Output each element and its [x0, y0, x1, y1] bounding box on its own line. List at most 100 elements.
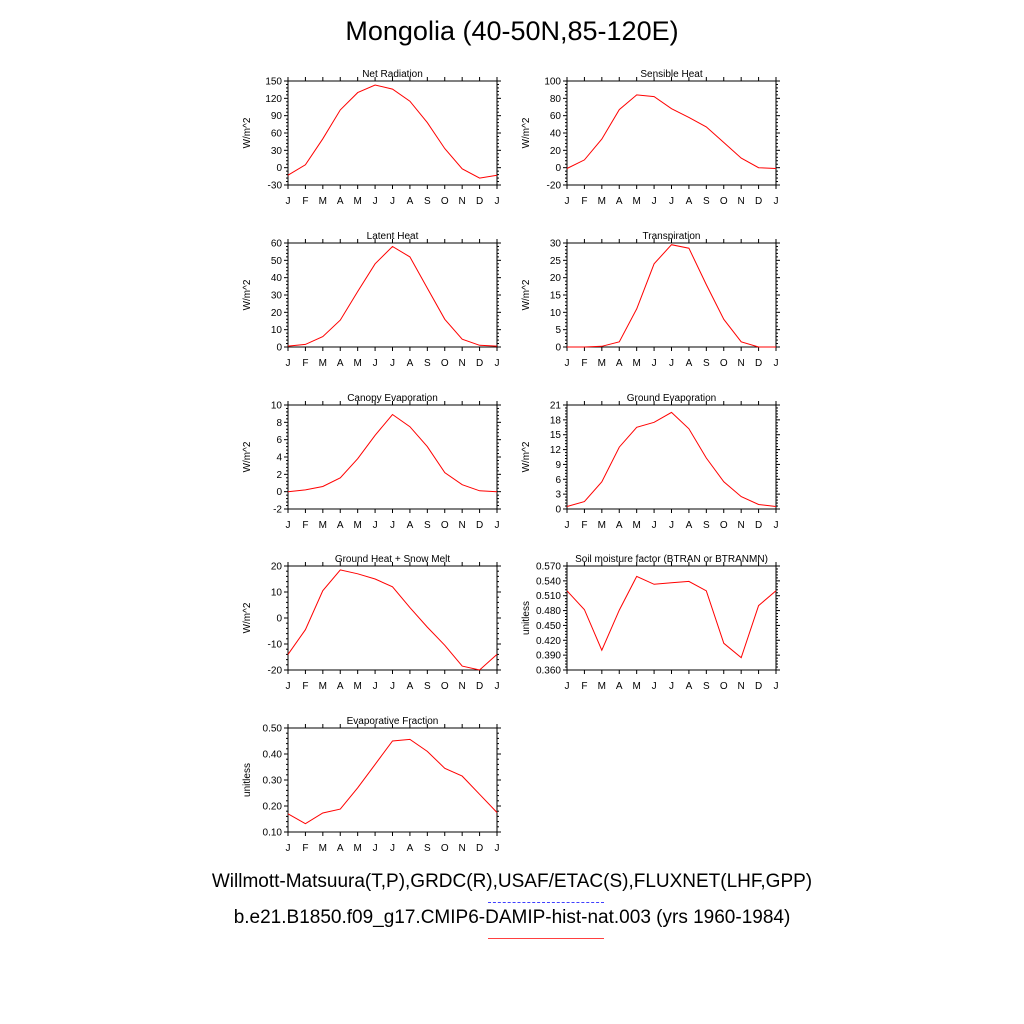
x-tick-label: J [373, 681, 378, 692]
y-tick-label: 30 [271, 291, 283, 302]
x-tick-label: M [319, 681, 327, 692]
x-tick-label: F [302, 520, 308, 531]
x-tick-label: O [441, 196, 449, 207]
x-tick-label: S [703, 358, 710, 369]
x-tick-label: N [738, 196, 745, 207]
x-tick-label: J [669, 196, 674, 207]
series-line [566, 94, 777, 169]
y-axis-label: W/m^2 [521, 279, 532, 310]
panel-title: Latent Heat [367, 231, 419, 242]
x-tick-label: S [703, 681, 710, 692]
x-tick-label: S [424, 358, 431, 369]
x-tick-label: A [407, 843, 414, 854]
x-tick-label: D [476, 358, 483, 369]
y-axis-label: W/m^2 [521, 441, 532, 472]
y-tick-label: 12 [550, 445, 562, 456]
x-tick-label: M [353, 520, 361, 531]
x-tick-label: J [669, 520, 674, 531]
x-tick-label: M [353, 196, 361, 207]
series-line [287, 245, 498, 347]
panel-title: Ground Heat + Snow Melt [335, 554, 451, 565]
x-tick-label: D [476, 681, 483, 692]
x-tick-label: O [441, 520, 449, 531]
x-tick-label: N [738, 681, 745, 692]
x-tick-label: N [459, 196, 466, 207]
x-tick-label: J [652, 196, 657, 207]
x-tick-label: A [337, 358, 344, 369]
x-tick-label: M [319, 843, 327, 854]
y-tick-label: 0.30 [263, 776, 283, 787]
y-tick-label: 0 [555, 163, 561, 174]
x-tick-label: A [407, 520, 414, 531]
y-tick-label: 9 [555, 460, 561, 471]
y-tick-label: 21 [550, 401, 562, 412]
y-tick-label: 6 [555, 475, 561, 486]
y-tick-label: 0 [276, 487, 282, 498]
series-line [287, 84, 498, 179]
x-tick-label: D [755, 520, 762, 531]
y-tick-label: 3 [555, 490, 561, 501]
x-tick-label: A [686, 196, 693, 207]
x-tick-label: J [495, 358, 500, 369]
x-tick-label: A [686, 520, 693, 531]
x-tick-label: S [424, 196, 431, 207]
x-tick-label: O [720, 520, 728, 531]
x-tick-label: F [302, 843, 308, 854]
x-tick-label: M [598, 358, 606, 369]
x-tick-label: J [286, 843, 291, 854]
x-tick-label: A [337, 681, 344, 692]
chart-panel-9: Evaporative Fraction unitless 0.10 0.20 0.30… [242, 716, 501, 854]
y-tick-label: 0.510 [536, 591, 561, 602]
x-tick-label: J [565, 196, 570, 207]
y-tick-label: 4 [276, 453, 282, 464]
x-tick-label: J [774, 358, 779, 369]
x-tick-label: F [581, 196, 587, 207]
plot-frame [287, 80, 498, 186]
x-tick-label: A [616, 358, 623, 369]
y-tick-label: 15 [550, 430, 562, 441]
x-tick-label: D [476, 196, 483, 207]
x-tick-label: M [632, 196, 640, 207]
y-tick-label: 0.540 [536, 576, 561, 587]
x-tick-label: J [390, 681, 395, 692]
x-tick-label: A [616, 196, 623, 207]
y-tick-label: 20 [550, 273, 562, 284]
plot-frame [287, 242, 498, 348]
x-tick-label: D [755, 358, 762, 369]
y-tick-label: -2 [273, 505, 282, 516]
y-tick-label: 50 [271, 256, 283, 267]
y-tick-label: 0.10 [263, 828, 283, 839]
panel-title: Evaporative Fraction [347, 716, 439, 727]
x-tick-label: S [424, 681, 431, 692]
x-tick-label: M [353, 681, 361, 692]
x-tick-label: M [598, 520, 606, 531]
y-tick-label: 0.480 [536, 606, 561, 617]
x-tick-label: J [390, 843, 395, 854]
y-tick-label: 60 [271, 129, 283, 140]
plot-frame [566, 565, 777, 671]
x-tick-label: J [495, 520, 500, 531]
y-tick-label: 30 [550, 239, 562, 250]
x-tick-label: N [459, 358, 466, 369]
y-tick-label: 0.360 [536, 666, 561, 677]
x-tick-label: O [441, 358, 449, 369]
x-tick-label: J [373, 520, 378, 531]
panel-title: Canopy Evaporation [347, 393, 438, 404]
x-tick-label: M [632, 520, 640, 531]
obs-source-line: Willmott-Matsuura(T,P),GRDC(R),USAF/ETAC… [211, 871, 813, 892]
y-axis-label: W/m^2 [242, 117, 253, 148]
x-tick-label: J [774, 681, 779, 692]
x-tick-label: A [337, 843, 344, 854]
x-tick-label: J [774, 520, 779, 531]
x-tick-label: J [565, 520, 570, 531]
series-line [566, 575, 777, 659]
y-tick-label: -10 [268, 640, 283, 651]
y-tick-label: 0 [555, 343, 561, 354]
y-tick-label: 8 [276, 418, 282, 429]
